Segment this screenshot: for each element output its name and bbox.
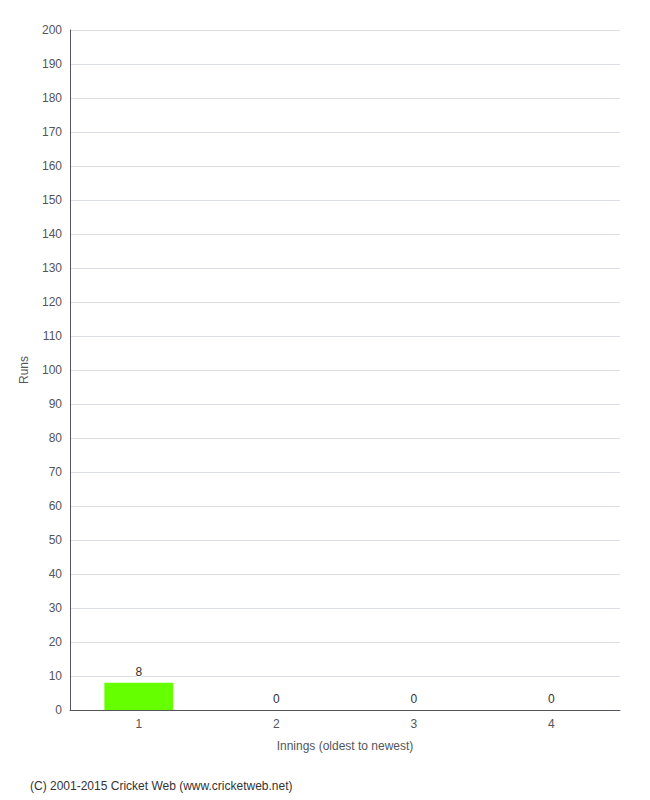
svg-text:60: 60 (49, 499, 63, 513)
svg-text:170: 170 (42, 125, 62, 139)
svg-text:8: 8 (135, 665, 142, 679)
svg-text:4: 4 (548, 717, 555, 731)
svg-text:20: 20 (49, 635, 63, 649)
svg-text:50: 50 (49, 533, 63, 547)
svg-text:0: 0 (273, 692, 280, 706)
svg-text:100: 100 (42, 363, 62, 377)
svg-text:140: 140 (42, 227, 62, 241)
svg-text:0: 0 (548, 692, 555, 706)
svg-text:40: 40 (49, 567, 63, 581)
svg-text:Runs: Runs (17, 356, 31, 384)
svg-text:Innings (oldest to newest): Innings (oldest to newest) (277, 739, 414, 753)
svg-text:90: 90 (49, 397, 63, 411)
svg-text:80: 80 (49, 431, 63, 445)
svg-text:(C) 2001-2015 Cricket Web (www: (C) 2001-2015 Cricket Web (www.cricketwe… (30, 779, 293, 793)
svg-text:10: 10 (49, 669, 63, 683)
svg-text:3: 3 (410, 717, 417, 731)
svg-text:190: 190 (42, 57, 62, 71)
svg-text:30: 30 (49, 601, 63, 615)
svg-text:0: 0 (55, 703, 62, 717)
svg-text:2: 2 (273, 717, 280, 731)
svg-text:0: 0 (410, 692, 417, 706)
svg-text:200: 200 (42, 23, 62, 37)
svg-text:150: 150 (42, 193, 62, 207)
svg-text:110: 110 (43, 329, 62, 343)
svg-text:1: 1 (135, 717, 142, 731)
svg-text:160: 160 (42, 159, 62, 173)
svg-text:180: 180 (42, 91, 62, 105)
svg-text:130: 130 (42, 261, 62, 275)
svg-text:70: 70 (49, 465, 63, 479)
svg-text:120: 120 (42, 295, 62, 309)
